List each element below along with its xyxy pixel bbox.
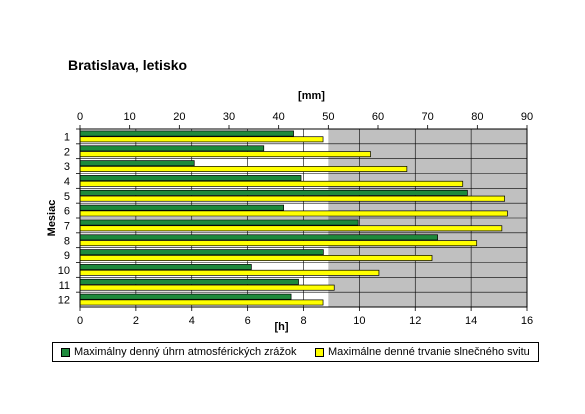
y-axis-tick-label: 5: [64, 191, 70, 203]
legend: Maximálny denný úhrn atmosférických zráž…: [52, 342, 539, 362]
bottom-axis-tick-label: 2: [133, 315, 139, 327]
y-axis-tick-label: 9: [64, 250, 70, 262]
bottom-axis-tick-label: 14: [465, 315, 477, 327]
top-axis-tick-label: 80: [471, 111, 483, 123]
bar-precipitation: [79, 160, 195, 167]
bottom-axis-tick-label: 12: [409, 315, 421, 327]
bar-sunshine: [79, 255, 433, 261]
bar-precipitation: [79, 175, 302, 181]
y-axis-tick-label: 8: [64, 235, 70, 247]
y-axis-label: Mesiac: [46, 200, 58, 237]
top-axis-tick-label: 40: [273, 111, 285, 123]
bar-sunshine: [79, 136, 324, 143]
bar-precipitation: [79, 234, 438, 241]
top-axis-tick-label: 60: [372, 111, 384, 123]
bar-precipitation: [79, 130, 294, 137]
chart-title: Bratislava, letisko: [68, 57, 188, 73]
bar-precipitation: [79, 278, 299, 285]
bottom-axis-tick-label: 6: [245, 315, 251, 327]
legend-swatch-precipitation: [61, 347, 70, 357]
top-axis-tick-label: 50: [322, 111, 334, 123]
top-axis-tick-label: 70: [422, 111, 434, 123]
bar-sunshine: [79, 240, 478, 247]
top-axis-tick-label: 10: [124, 111, 136, 123]
bar-sunshine: [79, 225, 503, 232]
bar-precipitation: [79, 264, 252, 270]
top-axis-tick-label: 90: [521, 111, 533, 123]
bar-precipitation: [79, 189, 468, 196]
legend-swatch-sunshine: [315, 347, 324, 357]
bar-sunshine: [79, 166, 408, 172]
y-axis-tick-label: 3: [64, 161, 70, 173]
y-axis-tick-label: 10: [58, 265, 70, 277]
legend-item-precipitation: Maximálny denný úhrn atmosférických zráž…: [61, 346, 297, 358]
bottom-axis-tick-label: 16: [521, 315, 533, 327]
bar-precipitation: [79, 145, 265, 152]
y-axis-tick-label: 12: [58, 295, 70, 307]
bar-sunshine: [79, 269, 380, 276]
bottom-axis-tick-label: 8: [300, 315, 306, 327]
bar-sunshine: [79, 299, 324, 306]
bottom-axis-tick-label: 0: [77, 315, 83, 327]
bar-sunshine: [79, 210, 508, 217]
legend-item-sunshine: Maximálne denné trvanie slnečného svitu: [315, 346, 530, 358]
y-axis-tick-label: 7: [64, 220, 70, 232]
bar-precipitation: [79, 293, 292, 300]
bar-sunshine: [79, 195, 505, 202]
bar-precipitation: [79, 204, 284, 211]
legend-label-precipitation: Maximálny denný úhrn atmosférických zráž…: [74, 346, 297, 358]
bar-precipitation: [79, 219, 359, 226]
bottom-axis-label: [h]: [274, 321, 288, 333]
bar-sunshine: [79, 151, 371, 158]
y-axis-tick-label: 6: [64, 206, 70, 218]
top-axis-tick-label: 30: [223, 111, 235, 123]
top-axis-tick-label: 0: [77, 111, 83, 123]
legend-label-sunshine: Maximálne denné trvanie slnečného svitu: [328, 346, 530, 358]
bar-sunshine: [79, 284, 335, 291]
bottom-axis-tick-label: 10: [353, 315, 365, 327]
y-axis-tick-label: 1: [64, 131, 70, 143]
bar-precipitation: [79, 249, 324, 256]
y-axis-tick-label: 11: [59, 280, 70, 292]
bottom-axis-tick-label: 4: [189, 315, 195, 327]
bar-sunshine: [79, 180, 464, 187]
y-axis-tick-label: 2: [64, 146, 70, 158]
top-axis-tick-label: 20: [173, 111, 185, 123]
top-axis-label: [mm]: [298, 90, 325, 102]
y-axis-tick-label: 4: [64, 176, 70, 188]
